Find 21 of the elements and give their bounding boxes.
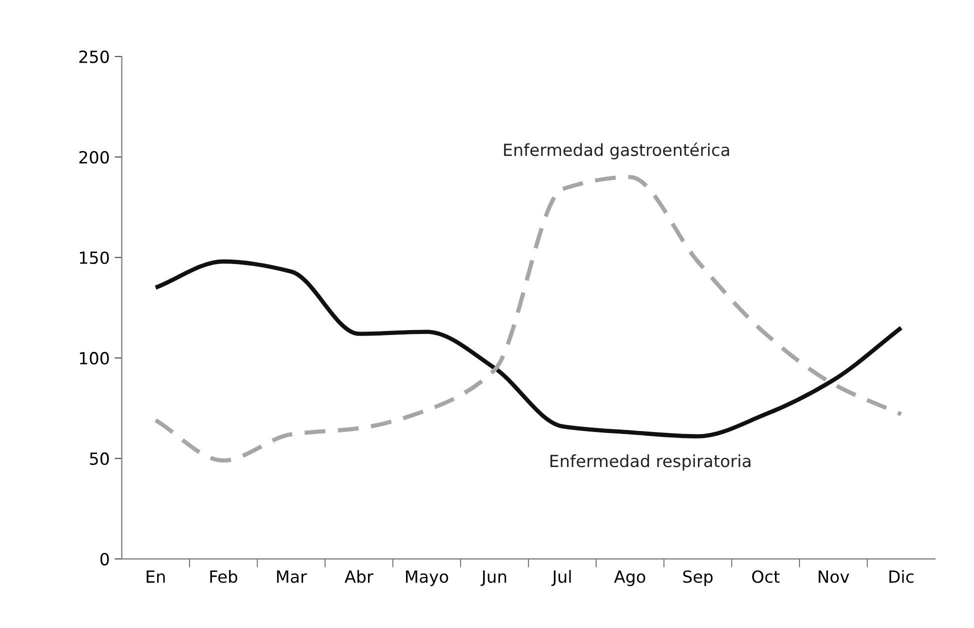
x-tick-label: Jul: [551, 570, 571, 586]
y-tick-label: 50: [90, 452, 109, 466]
x-tick-label: Mayo: [406, 570, 448, 586]
x-tick-label: Nov: [818, 570, 850, 583]
y-tick-label: 250: [79, 50, 109, 64]
x-tick-label: Jun: [480, 570, 506, 586]
x-tick-label: Abr: [344, 570, 374, 583]
y-tick-label: 200: [79, 150, 109, 164]
series-label: Enfermedad respiratoria: [550, 454, 750, 471]
y-tick-label: 150: [80, 251, 109, 264]
y-tick-label: 0: [100, 552, 109, 566]
x-tick-label: Feb: [210, 570, 238, 583]
line-series: [154, 259, 904, 438]
y-tick-label: 100: [80, 352, 109, 365]
x-tick-label: Sep: [683, 570, 713, 586]
x-tick-label: Oct: [752, 570, 780, 583]
x-tick-label: Ago: [614, 570, 646, 586]
series-label: Enfermedad gastroentérica: [504, 142, 730, 160]
x-tick-label: En: [146, 570, 165, 583]
x-tick-label: Mar: [277, 570, 307, 583]
x-tick-label: Dic: [889, 570, 914, 583]
